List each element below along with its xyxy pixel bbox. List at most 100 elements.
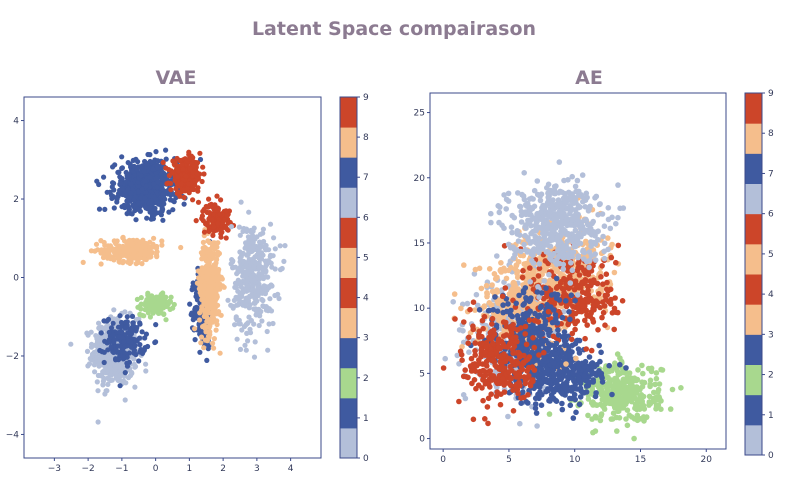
ae-point-3 xyxy=(585,379,591,385)
vae-point-4 xyxy=(80,259,86,265)
ae-point-3 xyxy=(533,410,540,416)
ae-point-5 xyxy=(583,238,589,245)
vae-point-8 xyxy=(127,161,133,167)
ae-point-2 xyxy=(643,414,650,420)
vae-point-7 xyxy=(232,322,238,328)
vae-point-8 xyxy=(147,204,153,210)
ae-point-2 xyxy=(608,416,615,422)
vae-point-7 xyxy=(267,296,273,302)
vae-point-3 xyxy=(192,337,198,343)
vae-point-3 xyxy=(191,284,198,290)
vae-point-8 xyxy=(135,206,141,212)
vae-point-5 xyxy=(213,243,219,249)
ae-point-0 xyxy=(473,291,480,298)
vae-point-8 xyxy=(136,189,142,195)
ae-point-3 xyxy=(581,373,588,380)
vae-point-4 xyxy=(125,259,131,265)
vae-point-0 xyxy=(84,348,91,354)
vae-point-7 xyxy=(267,221,274,227)
vae-point-7 xyxy=(281,258,287,264)
ae-point-2 xyxy=(653,375,660,382)
vae-point-9 xyxy=(163,165,169,171)
vae-point-7 xyxy=(230,258,236,264)
ae-point-6 xyxy=(502,285,509,291)
ae-point-6 xyxy=(608,301,614,307)
vae-point-9 xyxy=(195,199,202,205)
vae-point-1 xyxy=(137,342,143,348)
vae-point-8 xyxy=(144,161,150,167)
vae-point-5 xyxy=(207,253,213,259)
chart-main-title: Latent Space compairason xyxy=(251,18,537,40)
vae-point-1 xyxy=(101,318,107,324)
vae-point-7 xyxy=(261,283,267,289)
ae-point-4 xyxy=(484,293,490,300)
vae-point-8 xyxy=(154,162,160,168)
vae-point-0 xyxy=(111,307,117,313)
vae-point-7 xyxy=(243,347,249,353)
vae-point-5 xyxy=(199,292,205,298)
vae-point-8 xyxy=(111,180,117,186)
vae-point-8 xyxy=(138,173,144,179)
vae-point-4 xyxy=(93,241,100,247)
vae-point-7 xyxy=(245,234,251,240)
vae-point-5 xyxy=(215,251,221,257)
vae-point-6 xyxy=(199,213,205,219)
vae-point-0 xyxy=(106,352,112,358)
vae-point-9 xyxy=(165,180,171,186)
ae-point-4 xyxy=(510,291,517,298)
ae-point-3 xyxy=(579,360,585,367)
vae-point-1 xyxy=(115,343,121,349)
ae-point-5 xyxy=(486,266,493,272)
ae-point-3 xyxy=(598,370,605,377)
vae-point-5 xyxy=(210,299,216,305)
ae-point-5 xyxy=(513,262,520,269)
vae-point-5 xyxy=(220,283,226,289)
ae-point-2 xyxy=(546,411,553,417)
vae-point-5 xyxy=(215,269,221,275)
vae-point-1 xyxy=(122,325,128,331)
vae-point-1 xyxy=(126,338,132,344)
ae-point-3 xyxy=(576,378,583,384)
vae-point-1 xyxy=(121,339,127,345)
ae-point-2 xyxy=(656,381,663,387)
vae-point-4 xyxy=(140,240,146,246)
vae-point-2 xyxy=(170,305,176,311)
vae-point-0 xyxy=(109,377,115,383)
ae-point-2 xyxy=(641,406,648,412)
vae-point-0 xyxy=(89,341,95,347)
vae-point-8 xyxy=(118,180,124,186)
vae-point-7 xyxy=(236,224,242,230)
vae-point-7 xyxy=(243,262,249,268)
vae-point-6 xyxy=(212,202,218,208)
vae-point-7 xyxy=(263,274,269,280)
vae-point-3 xyxy=(204,357,210,363)
vae-point-1 xyxy=(142,335,148,341)
vae-point-8 xyxy=(125,204,132,211)
vae-point-3 xyxy=(206,343,212,349)
ae-point-4 xyxy=(573,355,579,362)
vae-point-1 xyxy=(121,344,128,350)
ae-point-2 xyxy=(634,417,641,424)
vae-point-5 xyxy=(206,246,213,253)
vae-point-4 xyxy=(141,244,147,250)
ae-point-2 xyxy=(648,368,655,375)
ae-point-2 xyxy=(601,406,608,412)
ae-point-5 xyxy=(611,269,618,276)
vae-point-7 xyxy=(265,347,271,353)
ae-point-2 xyxy=(614,351,621,357)
ae-point-2 xyxy=(590,429,596,436)
vae-point-4 xyxy=(124,242,131,248)
vae-point-5 xyxy=(211,316,217,322)
vae-point-7 xyxy=(250,244,256,250)
vae-point-1 xyxy=(118,324,124,330)
ae-point-4 xyxy=(461,262,467,268)
ae-point-3 xyxy=(575,365,582,372)
ae-point-4 xyxy=(508,264,514,271)
vae-point-7 xyxy=(247,326,253,332)
vae-point-9 xyxy=(195,188,201,194)
ae-point-2 xyxy=(602,401,608,408)
vae-point-7 xyxy=(271,235,277,241)
ae-point-4 xyxy=(458,305,464,312)
vae-point-1 xyxy=(106,329,112,335)
